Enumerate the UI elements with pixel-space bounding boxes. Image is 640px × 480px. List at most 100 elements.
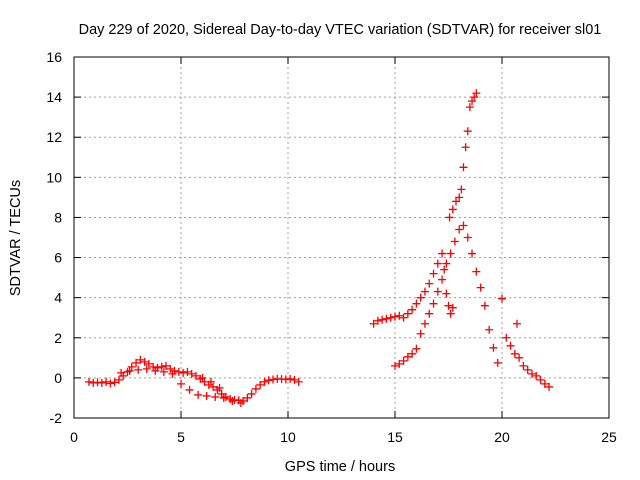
data-point <box>247 389 256 398</box>
x-tick-label: 20 <box>494 429 510 445</box>
data-point <box>480 301 489 310</box>
data-point <box>236 398 245 407</box>
data-point <box>476 283 485 292</box>
data-point <box>470 93 479 102</box>
data-point <box>114 375 123 384</box>
data-point <box>391 312 399 321</box>
data-point <box>177 379 185 388</box>
data-point <box>399 356 408 365</box>
data-point <box>84 377 93 386</box>
y-axis-title: SDTVAR / TECUs <box>8 180 24 296</box>
data-point <box>438 275 447 284</box>
data-point <box>420 287 429 296</box>
data-point <box>206 377 215 386</box>
data-point <box>142 364 151 373</box>
y-tick-label: 8 <box>54 209 62 225</box>
data-point <box>502 333 511 342</box>
data-point <box>425 279 434 288</box>
data-point <box>183 367 192 376</box>
data-point <box>162 361 171 370</box>
data-point <box>373 316 382 325</box>
data-point <box>493 358 502 367</box>
data-point <box>132 358 141 367</box>
data-point <box>211 392 220 401</box>
data-point <box>459 221 468 230</box>
data-series <box>84 89 554 407</box>
data-point <box>256 380 265 389</box>
data-point <box>151 366 160 375</box>
data-point <box>448 205 457 214</box>
data-point <box>294 377 303 386</box>
data-point <box>485 325 494 334</box>
data-point <box>243 393 252 402</box>
data-point <box>157 362 166 371</box>
data-point <box>187 369 196 378</box>
data-point <box>127 362 136 371</box>
data-point <box>149 362 158 371</box>
data-point <box>416 329 425 338</box>
data-point <box>463 233 472 242</box>
data-point <box>395 311 404 320</box>
y-tick-label: 12 <box>46 129 62 145</box>
x-tick-label: 15 <box>387 429 403 445</box>
y-tick-label: 10 <box>46 169 62 185</box>
data-point <box>455 193 464 202</box>
data-point <box>228 396 237 405</box>
data-point <box>219 393 228 402</box>
data-point <box>515 353 524 362</box>
grid-lines <box>74 57 609 418</box>
data-point <box>369 319 378 328</box>
data-point <box>455 225 464 234</box>
data-point <box>519 361 528 370</box>
data-point <box>125 366 134 375</box>
data-point <box>159 367 168 376</box>
data-point <box>461 143 470 152</box>
data-point <box>465 103 474 112</box>
data-point <box>445 213 454 222</box>
y-tick-label: -2 <box>50 410 63 426</box>
axis-ticks <box>73 56 610 419</box>
data-point <box>446 309 455 318</box>
data-point <box>166 364 175 373</box>
data-point <box>194 390 203 399</box>
data-point <box>442 289 451 298</box>
data-point <box>412 344 421 353</box>
data-point <box>136 355 145 364</box>
data-point <box>168 369 177 378</box>
data-point <box>429 299 438 308</box>
data-point <box>433 259 442 268</box>
data-point <box>378 315 387 324</box>
series-sdtvar <box>84 89 554 407</box>
x-axis-title: GPS time / hours <box>285 459 395 475</box>
x-tick-label: 5 <box>177 429 185 445</box>
data-point <box>463 127 472 136</box>
data-point <box>403 309 412 318</box>
x-tick-label: 10 <box>280 429 296 445</box>
y-tick-label: 4 <box>54 290 62 306</box>
data-point <box>174 367 183 376</box>
data-point <box>251 384 260 393</box>
data-point <box>536 375 545 384</box>
data-point <box>433 287 442 296</box>
data-point <box>209 382 218 391</box>
data-point <box>527 369 536 378</box>
data-point <box>97 378 106 387</box>
data-point <box>545 382 554 391</box>
data-point <box>144 359 153 368</box>
data-point <box>408 305 417 314</box>
data-point <box>451 197 460 206</box>
data-point <box>506 341 515 350</box>
data-point <box>472 89 481 98</box>
data-point <box>185 385 194 394</box>
data-point <box>440 265 449 274</box>
data-point <box>420 319 429 328</box>
data-point <box>489 343 498 352</box>
data-point <box>450 237 459 246</box>
y-tick-label: 0 <box>54 370 62 386</box>
x-axis-tick-labels: 0 5 10 15 20 25 <box>70 429 617 445</box>
data-point <box>106 379 115 388</box>
data-point <box>217 389 226 398</box>
data-point <box>395 359 404 368</box>
